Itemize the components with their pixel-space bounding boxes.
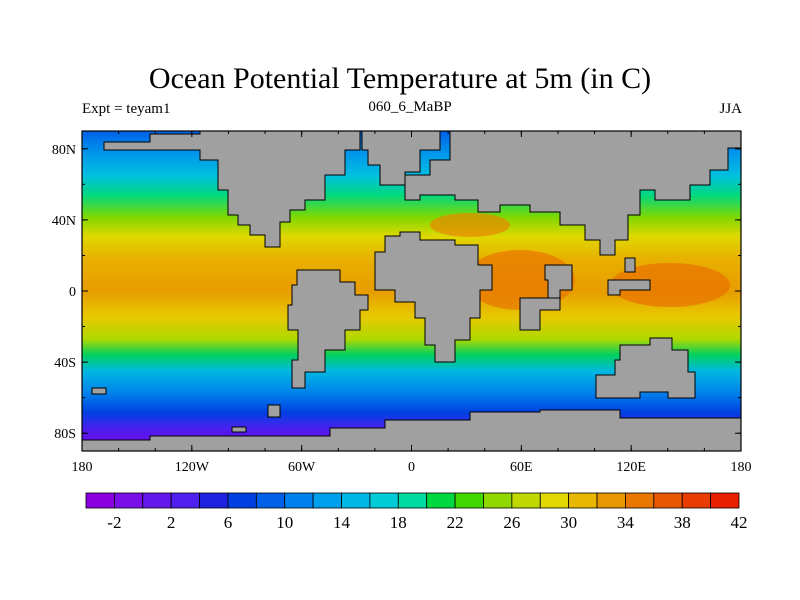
colorbar-label: 6 [224,513,233,532]
island [267,404,281,418]
colorbar-swatch [369,492,399,509]
x-tick-label: 120E [616,460,646,475]
colorbar-swatch [568,492,598,509]
colorbar-swatch [539,492,570,509]
colorbar-swatch [454,492,484,509]
colorbar-swatch [653,492,683,509]
colorbar-swatch [483,492,513,509]
colorbar-label: 22 [447,513,464,532]
season-label: JJA [719,101,742,117]
colorbar-swatch [397,492,428,509]
colorbar-label: 10 [276,513,293,532]
y-tick-label: 0 [69,285,76,300]
colorbar-swatch [255,492,286,509]
longitude-axis: 180 120W 60W 0 60E 120E 180 [72,131,752,475]
latitude-axis: 80N 40N 0 40S 80S [52,143,741,442]
landmass-eurasia [404,130,742,256]
x-tick-label: 120W [175,460,210,475]
experiment-label: Expt = teyam1 [82,101,171,117]
colorbar-swatch [142,492,172,509]
colorbar-label: 42 [731,513,748,532]
warm-pool-tethys [430,213,510,237]
x-tick-label: 0 [408,460,415,475]
map-plot-area [81,130,742,452]
island [624,257,636,273]
island [231,426,247,433]
colorbar-label: 30 [560,513,577,532]
landmass-australia [595,337,696,399]
colorbar-swatch [341,492,371,509]
colorbar-swatch [199,492,229,509]
period-label: 060_6_MaBP [368,99,452,115]
colorbar-swatch [426,492,456,509]
landmass-southeast-asia [519,297,561,331]
y-tick-label: 80N [52,143,76,158]
landmass-indonesia [607,279,651,296]
colorbar-swatch [625,492,655,509]
colorbar-label: 14 [333,513,351,532]
colorbar-label: 34 [617,513,635,532]
landmass-south-america [287,269,369,389]
colorbar-swatch [511,492,541,509]
colorbar-label: -2 [107,513,121,532]
colorbar: -2 2 6 10 14 18 22 26 30 34 38 42 [85,492,748,532]
colorbar-swatch [85,492,115,509]
y-tick-label: 40N [52,214,76,229]
landmass-africa [374,231,493,363]
x-tick-label: 180 [72,460,93,475]
colorbar-swatch [170,492,200,509]
colorbar-swatch [596,492,626,509]
colorbar-label: 38 [674,513,691,532]
colorbar-swatch [113,492,144,509]
colorbar-label: 26 [503,513,520,532]
warm-pool-pacific [610,263,730,307]
colorbar-swatch [312,492,342,509]
island [91,387,107,395]
y-tick-label: 40S [54,356,76,371]
x-tick-label: 60E [510,460,533,475]
y-tick-label: 80S [54,427,76,442]
map-title: Ocean Potential Temperature at 5m (in C) [148,62,652,95]
x-tick-label: 180 [731,460,752,475]
colorbar-label: 2 [167,513,176,532]
colorbar-swatch [227,492,257,509]
colorbar-swatch [710,492,740,509]
colorbar-label: 18 [390,513,407,532]
colorbar-swatch [284,492,314,509]
x-tick-label: 60W [288,460,316,475]
colorbar-swatch [681,492,712,509]
